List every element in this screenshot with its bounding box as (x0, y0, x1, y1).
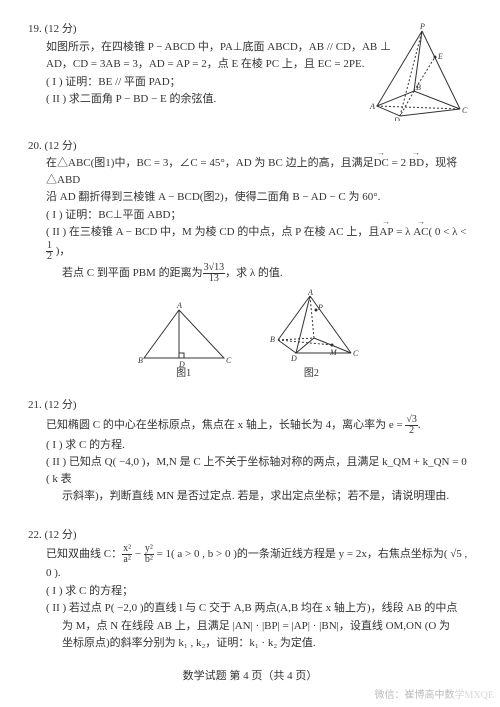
vector-AC: AC (413, 224, 428, 241)
fraction-x2a2: x²a² (122, 544, 132, 565)
problem-20: 20. (12 分) 在△ABC(图1)中，BC = 3，∠C = 45°，AD… (28, 138, 472, 382)
line: 坐标原点)的斜率分别为 k₁ , k₂，证明：k₁ · k₂ 为定值. (28, 635, 472, 652)
line: 已知双曲线 C：x²a² − y²b² = 1( a > 0 , b > 0 )… (28, 544, 472, 582)
svg-text:P: P (317, 303, 323, 312)
problem-number: 21. (28, 399, 42, 411)
line: ( II ) 已知点 Q( −4,0 )，M,N 是 C 上不关于坐标轴对称的两… (28, 454, 472, 487)
figure-19: P E A B C D (362, 21, 472, 127)
figure-20-2: A P B D M C (256, 288, 366, 368)
svg-text:B: B (270, 335, 275, 344)
figure-label: 图1 (134, 366, 234, 381)
problem-22: 22. (12 分) 已知双曲线 C：x²a² − y²b² = 1( a > … (28, 527, 472, 652)
svg-text:D: D (393, 116, 400, 121)
figure-20-row: A B D C 图1 (28, 288, 472, 382)
line: ( I ) 证明：BC⊥平面 ABD； (28, 207, 472, 224)
svg-text:D: D (290, 354, 297, 363)
figure-label: 图2 (256, 366, 366, 381)
fraction-half: 12 (46, 241, 53, 262)
svg-text:C: C (226, 356, 232, 365)
problem-number: 20. (28, 140, 42, 152)
watermark: 微信：崔博高中数学MXQE (375, 688, 494, 703)
fraction-y2b2: y²b² (144, 544, 154, 565)
svg-text:B: B (138, 356, 143, 365)
line: ( I ) 求 C 的方程； (28, 583, 472, 600)
line: 在△ABC(图1)中，BC = 3，∠C = 45°，AD 为 BC 边上的高，… (28, 155, 472, 188)
svg-text:B: B (416, 83, 421, 92)
page-footer: 数学试题 第 4 页（共 4 页） (28, 668, 472, 685)
vector-BD: BD (409, 155, 424, 172)
line: ( II ) 在三棱锥 A − BCD 中，M 为棱 CD 的中点，点 P 在棱… (28, 224, 472, 262)
problem-19: P E A B C D 19. (12 分) 如图所示，在四棱锥 P − ABC… (28, 21, 472, 108)
line: ( I ) 求 C 的方程. (28, 437, 472, 454)
line: 为 M，点 N 在线段 AB 上，且满足 |AN| · |BP| = |AP| … (28, 618, 472, 635)
vector-AP: AP (379, 224, 393, 241)
problem-number: 22. (28, 529, 42, 541)
line: ( II ) 若过点 P( −2,0 )的直线 l 与 C 交于 A,B 两点(… (28, 600, 472, 617)
problem-points: (12 分) (45, 23, 77, 35)
line: 若点 C 到平面 PBM 的距离为3√1313，求 λ 的值. (28, 263, 472, 284)
line: 沿 AD 翻折得到三棱锥 A − BCD(图2)，使得二面角 B − AD − … (28, 189, 472, 206)
vector-DC: DC (374, 155, 389, 172)
svg-text:M: M (329, 348, 338, 357)
problem-points: (12 分) (45, 399, 77, 411)
svg-text:C: C (462, 106, 468, 115)
problem-21: 21. (12 分) 已知椭圆 C 的中心在坐标原点，焦点在 x 轴上，长轴长为… (28, 397, 472, 505)
fraction-e: √32 (405, 415, 418, 436)
line: 已知椭圆 C 的中心在坐标原点，焦点在 x 轴上，长轴长为 4，离心率为 e =… (28, 415, 472, 436)
fraction-dist: 3√1313 (203, 263, 226, 284)
figure-20-1: A B D C (134, 298, 234, 368)
exam-page: P E A B C D 19. (12 分) 如图所示，在四棱锥 P − ABC… (0, 0, 500, 707)
svg-text:P: P (419, 22, 425, 31)
problem-points: (12 分) (45, 140, 77, 152)
svg-text:A: A (369, 102, 375, 111)
problem-points: (12 分) (45, 529, 77, 541)
svg-text:E: E (437, 52, 443, 61)
svg-text:C: C (353, 349, 359, 358)
svg-text:A: A (176, 301, 182, 310)
problem-number: 19. (28, 23, 42, 35)
line: 示斜率)，判断直线 MN 是否过定点. 若是，求出定点坐标；若不是，请说明理由. (28, 488, 472, 505)
svg-text:A: A (307, 288, 313, 297)
